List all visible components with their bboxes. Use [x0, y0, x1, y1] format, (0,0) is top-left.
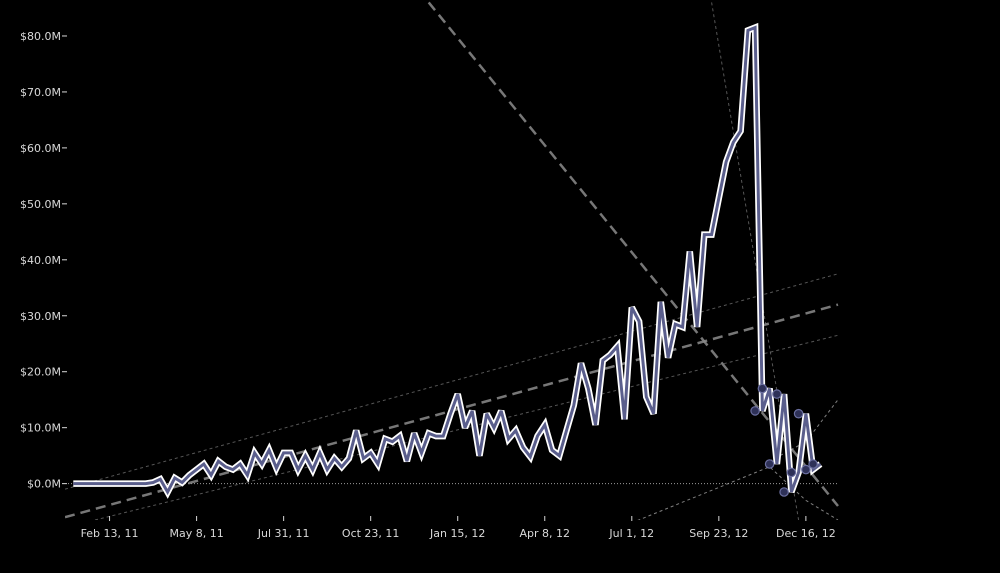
y-tick-label: $70.0M	[20, 86, 61, 99]
y-tick-label: $60.0M	[20, 142, 61, 155]
x-tick-label: Jul 31, 11	[257, 527, 310, 540]
trend-lines	[65, 1, 839, 520]
data-marker	[779, 487, 789, 497]
y-tick-label: $30.0M	[20, 310, 61, 323]
y-tick-label: $80.0M	[20, 30, 61, 43]
trend-line-2	[65, 273, 839, 490]
forecast-band-line-1	[769, 399, 839, 462]
x-tick-label: Jul 1, 12	[608, 527, 654, 540]
x-tick-label: Jan 15, 12	[429, 527, 485, 540]
y-tick-label: $40.0M	[20, 254, 61, 267]
data-marker	[757, 383, 768, 394]
trend-line-3	[94, 334, 839, 520]
data-series	[73, 22, 823, 499]
x-tick-label: Apr 8, 12	[519, 527, 570, 540]
x-tick-label: May 8, 11	[169, 527, 223, 540]
data-marker	[764, 459, 775, 469]
data-marker	[793, 408, 804, 419]
y-tick-label: $50.0M	[20, 198, 61, 211]
x-tick-label: Dec 16, 12	[776, 527, 836, 540]
forecast-band	[637, 399, 839, 520]
y-axis: $0.0M $10.0M $20.0M $30.0M $40.0M $50.0M $60.0…	[20, 30, 67, 491]
y-tick-label: $20.0M	[20, 366, 61, 379]
data-marker	[786, 467, 797, 478]
data-marker	[772, 389, 782, 399]
data-marker	[801, 464, 811, 475]
y-tick-label: $10.0M	[20, 422, 61, 435]
x-tick-label: Sep 23, 12	[689, 527, 748, 540]
data-marker	[808, 459, 818, 469]
trend-line-4	[427, 1, 839, 507]
y-tick-label: $0.0M	[27, 478, 61, 491]
forecast-band-line-2	[637, 466, 839, 520]
series-line	[73, 25, 822, 496]
x-axis: Feb 13, 11 May 8, 11 Jul 31, 11 Oct 23, 11 J…	[81, 516, 836, 540]
x-tick-label: Feb 13, 11	[81, 527, 139, 540]
x-tick-label: Oct 23, 11	[342, 527, 400, 540]
data-marker	[750, 406, 760, 416]
data-markers	[750, 383, 818, 497]
